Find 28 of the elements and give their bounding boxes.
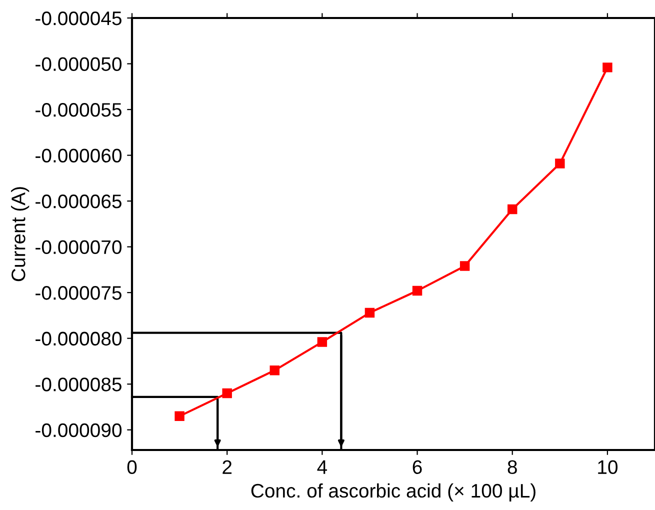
- x-axis-title: Conc. of ascorbic acid (× 100 µL): [251, 483, 536, 502]
- y-tick-label: -0.000050: [36, 57, 122, 71]
- point: [174, 411, 184, 421]
- y-tick-label: -0.000060: [36, 148, 122, 163]
- y-tick-label: -0.000075: [36, 286, 122, 300]
- point: [270, 366, 280, 376]
- y-tick-label: -0.000045: [36, 11, 122, 26]
- x-tick-label: 0: [127, 460, 137, 474]
- point: [364, 308, 375, 318]
- x-tick-label: 10: [598, 460, 618, 474]
- point: [412, 286, 422, 296]
- point: [222, 388, 232, 398]
- x-tick-label: 8: [508, 460, 517, 474]
- point: [602, 62, 612, 72]
- y-tick-label: -0.000090: [36, 423, 122, 438]
- y-tick-label: -0.000080: [36, 332, 122, 346]
- point: [460, 261, 470, 271]
- point: [508, 204, 518, 214]
- point: [555, 158, 565, 168]
- y-tick-label: -0.000070: [36, 240, 122, 254]
- point: [317, 337, 328, 347]
- y-tick-label: -0.000065: [36, 194, 122, 208]
- x-tick-label: 2: [222, 460, 232, 474]
- x-tick-label: 6: [412, 460, 422, 474]
- x-tick-label: 4: [317, 460, 328, 474]
- y-tick-label: -0.000085: [36, 378, 122, 392]
- y-tick-label: -0.000055: [36, 102, 122, 117]
- y-axis-title: Current (A): [11, 187, 30, 282]
